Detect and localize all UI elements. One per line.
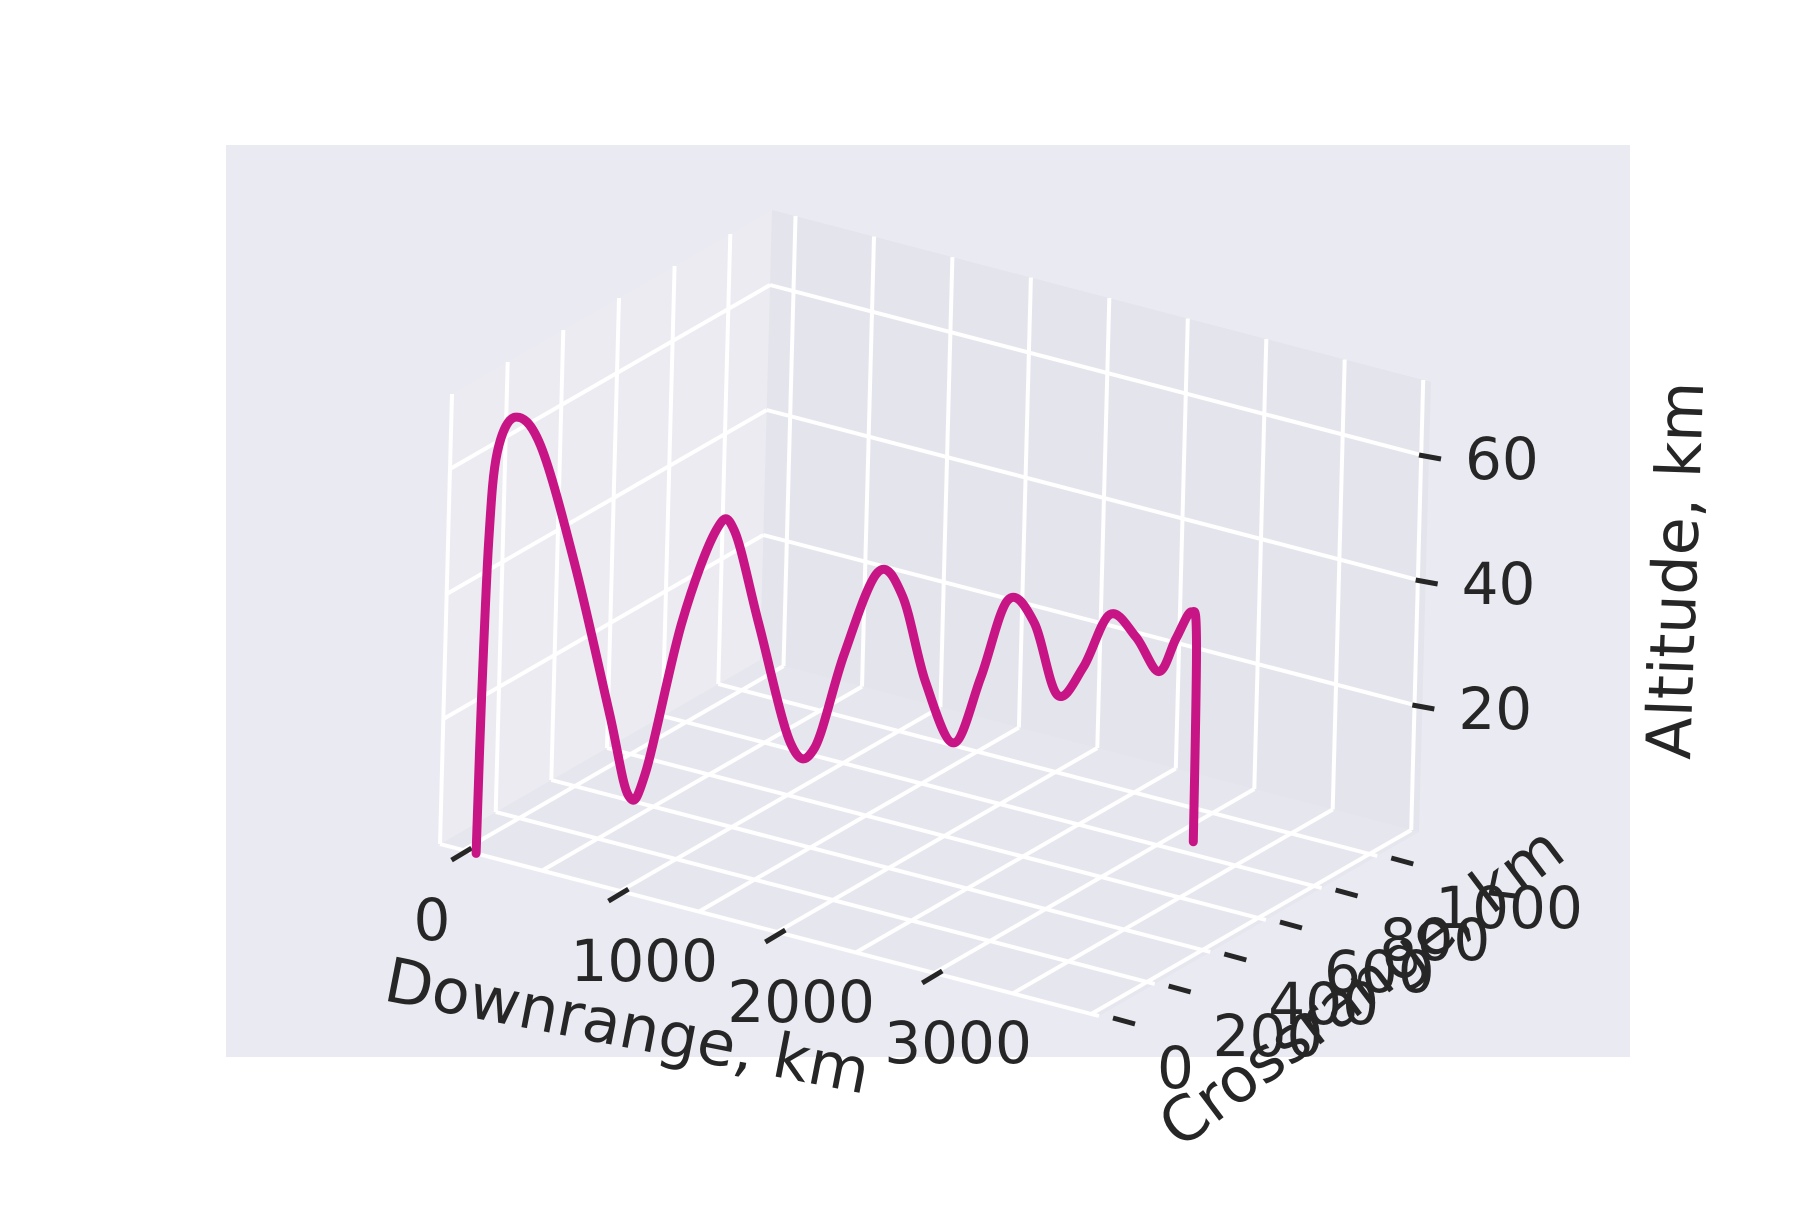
x-tick-mark [920, 968, 944, 986]
y-tick-label: 0 [1157, 1034, 1194, 1102]
floor-pane [440, 660, 1419, 1016]
z-tick-mark [1418, 452, 1442, 462]
grid-line-z-side [442, 533, 765, 721]
x-tick-label: 3000 [884, 1009, 1032, 1077]
z-tick-label: 60 [1465, 425, 1539, 493]
x-tick-label: 2000 [727, 968, 875, 1036]
x-tick-label: 1000 [570, 927, 718, 995]
z-tick-label: 40 [1462, 550, 1536, 618]
grid-line-z-back [762, 533, 1423, 709]
y-tick-mark [1334, 887, 1359, 899]
grid-line-y-floor [439, 842, 1100, 1018]
y-tick-label: 600 [1324, 938, 1435, 1006]
grid-line-y-floor [662, 714, 1323, 890]
z-axis-title: Altitude, km [1632, 380, 1718, 760]
x-tick-label: 0 [414, 886, 451, 954]
y-tick-label: 400 [1268, 970, 1379, 1038]
x-tick-mark [764, 927, 787, 945]
z-tick-mark [1411, 702, 1435, 712]
side-pane [440, 210, 772, 844]
grid-line-z-back [766, 408, 1427, 584]
trajectory-line [471, 412, 1202, 858]
y-tick-mark [1390, 855, 1414, 867]
x-tick-mark [607, 886, 630, 904]
y-tick-mark [1223, 951, 1247, 963]
y-tick-label: 800 [1380, 906, 1491, 974]
y-tick-mark [1112, 1015, 1136, 1027]
z-tick-label: 20 [1458, 675, 1532, 743]
grid-line-z-back [769, 283, 1430, 459]
grid-line-y-floor [550, 778, 1211, 954]
grid-line-z-side [445, 408, 768, 596]
y-tick-mark [1167, 983, 1192, 995]
z-tick-mark [1415, 577, 1439, 587]
y-tick-label: 200 [1213, 1002, 1324, 1070]
x-tick-mark [450, 845, 473, 863]
y-tick-mark [1279, 919, 1303, 931]
y-tick-label: 1000 [1435, 874, 1583, 942]
grid-line-y-floor [495, 810, 1156, 986]
grid-line-y-floor [606, 746, 1267, 922]
